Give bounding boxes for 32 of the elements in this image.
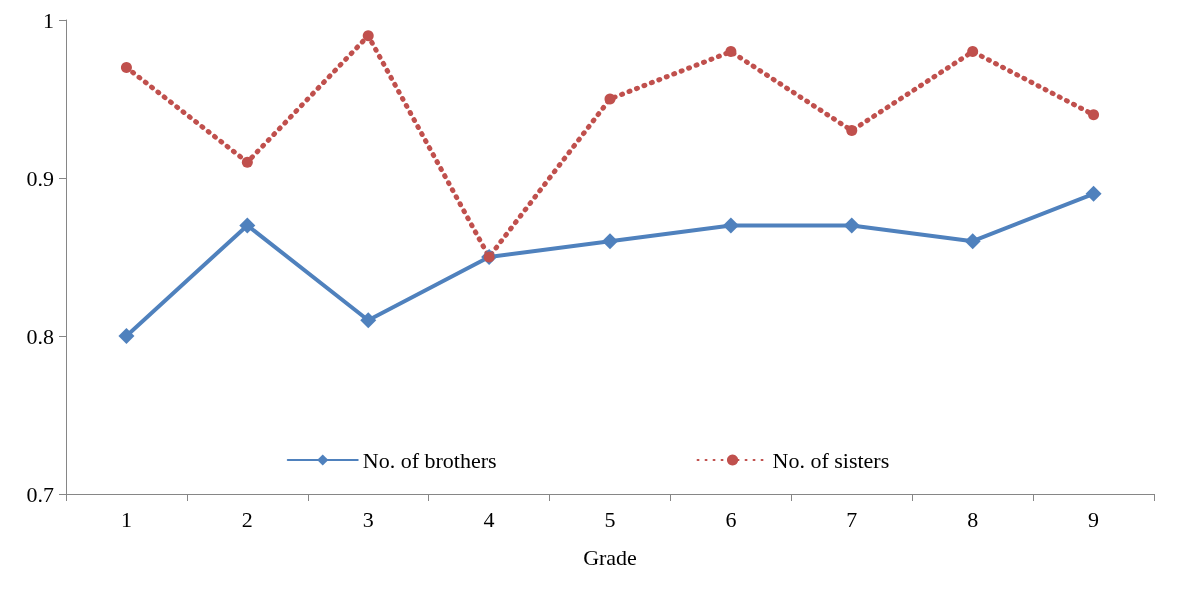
point bbox=[118, 328, 135, 344]
x-tick-label: 2 bbox=[241, 506, 253, 532]
point bbox=[722, 217, 739, 234]
point bbox=[843, 217, 860, 234]
point bbox=[602, 233, 618, 250]
point bbox=[362, 30, 374, 42]
y-tick-label: 0.7 bbox=[26, 481, 54, 507]
point bbox=[120, 61, 132, 73]
legend-label: No. of brothers bbox=[362, 447, 497, 473]
point bbox=[1085, 185, 1102, 202]
point bbox=[725, 46, 737, 58]
x-tick-label: 8 bbox=[967, 506, 979, 532]
x-tick-label: 5 bbox=[604, 506, 616, 532]
point bbox=[1088, 109, 1100, 121]
point bbox=[846, 125, 858, 137]
y-tick-label: 0.9 bbox=[26, 165, 54, 191]
y-tick-label: 0.8 bbox=[26, 323, 54, 349]
x-tick-label: 7 bbox=[846, 506, 858, 532]
point bbox=[239, 217, 256, 234]
point bbox=[360, 312, 377, 329]
x-tick-label: 9 bbox=[1088, 506, 1100, 532]
y-tick-label: 1 bbox=[43, 7, 54, 33]
x-tick-label: 1 bbox=[120, 506, 132, 532]
x-tick-label: 3 bbox=[362, 506, 374, 532]
x-axis-title: Grade bbox=[583, 544, 637, 570]
x-tick-label: 6 bbox=[725, 506, 737, 532]
point bbox=[604, 93, 616, 105]
point bbox=[964, 233, 981, 250]
point bbox=[241, 156, 253, 168]
x-tick-label: 4 bbox=[483, 506, 495, 532]
legend-label: No. of sisters bbox=[772, 447, 890, 473]
point bbox=[967, 46, 979, 58]
